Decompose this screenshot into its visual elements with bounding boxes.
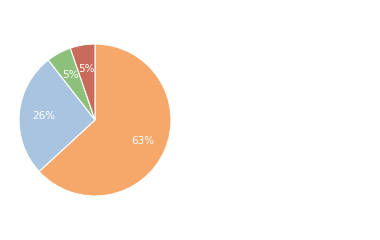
Text: 26%: 26% — [32, 111, 55, 121]
Wedge shape — [70, 44, 95, 120]
Wedge shape — [48, 48, 95, 120]
Wedge shape — [39, 44, 171, 196]
Text: 63%: 63% — [131, 136, 154, 146]
Text: 5%: 5% — [78, 64, 95, 74]
Text: 5%: 5% — [62, 70, 79, 79]
Legend: Centre for Biodiversity
Genomics [12], Beijing Genomics Institute [5], Universit: Centre for Biodiversity Genomics [12], B… — [195, 0, 365, 103]
Wedge shape — [19, 60, 95, 171]
